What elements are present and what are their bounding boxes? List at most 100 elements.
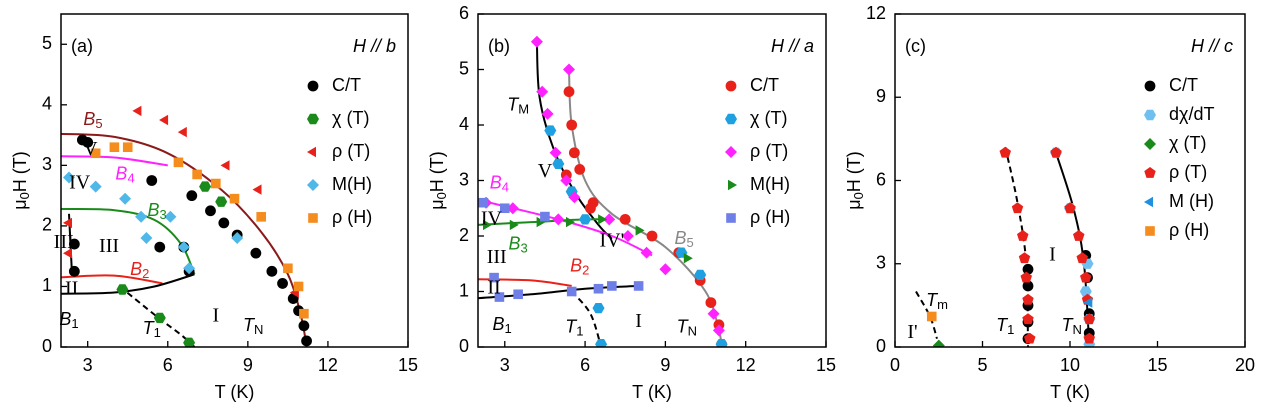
x-axis-label: T (K) bbox=[632, 382, 672, 402]
annotation-main: V bbox=[538, 160, 553, 182]
data-point bbox=[146, 175, 158, 186]
annotation-main: T bbox=[243, 315, 256, 335]
data-point bbox=[712, 324, 725, 337]
annotation-sub: 5 bbox=[95, 116, 102, 131]
data-point bbox=[574, 164, 586, 175]
x-tick-label: 12 bbox=[736, 355, 756, 375]
annotation-main: B bbox=[147, 200, 159, 220]
x-tick-label: 12 bbox=[318, 355, 338, 375]
data-point bbox=[90, 148, 101, 159]
annotation: B4 bbox=[490, 172, 509, 195]
legend-label: χ (T) bbox=[1169, 133, 1206, 153]
annotation-sub: 4 bbox=[502, 180, 509, 195]
data-point bbox=[1080, 271, 1092, 283]
annotation-main: II bbox=[487, 276, 500, 298]
data-point bbox=[140, 232, 153, 244]
data-point bbox=[552, 213, 565, 226]
x-tick-label: 15 bbox=[1147, 355, 1167, 375]
annotation: III bbox=[487, 246, 507, 268]
x-axis-label: T (K) bbox=[1050, 382, 1090, 402]
plot-area bbox=[61, 105, 312, 347]
annotation-main: III bbox=[54, 230, 74, 252]
legend-marker bbox=[1144, 109, 1156, 121]
annotation: II bbox=[487, 276, 500, 298]
legend-label: ρ (T) bbox=[750, 141, 788, 161]
annotation: V bbox=[538, 160, 553, 182]
data-point bbox=[173, 157, 184, 168]
data-point bbox=[563, 86, 575, 98]
x-tick-label: 10 bbox=[1060, 355, 1080, 375]
annotation: I' bbox=[907, 321, 917, 343]
y-tick-label: 0 bbox=[876, 336, 886, 356]
annotation: B4 bbox=[115, 163, 134, 186]
annotation: Tm bbox=[926, 290, 948, 313]
data-point bbox=[132, 105, 142, 117]
data-point bbox=[1020, 271, 1032, 283]
data-point bbox=[683, 253, 693, 264]
data-point bbox=[544, 125, 557, 136]
data-point bbox=[494, 292, 505, 302]
x-tick-label: 5 bbox=[977, 355, 987, 375]
data-point bbox=[177, 241, 190, 254]
data-point bbox=[183, 262, 196, 275]
annotation-sub: 1 bbox=[576, 324, 583, 339]
y-axis-label: μ0H (T) bbox=[427, 151, 450, 210]
data-point bbox=[566, 216, 575, 228]
annotation: IV' bbox=[599, 229, 624, 251]
x-tick-label: 20 bbox=[1235, 355, 1255, 375]
data-point bbox=[192, 169, 202, 180]
annotation-main: T bbox=[926, 290, 939, 310]
annotation: B1 bbox=[492, 314, 511, 337]
annotation-main: IV' bbox=[599, 229, 624, 251]
data-point bbox=[659, 263, 672, 276]
phase-boundary bbox=[61, 273, 195, 295]
annotation: III bbox=[99, 235, 119, 257]
legend-label: dχ/dT bbox=[1169, 104, 1214, 124]
data-point bbox=[250, 247, 262, 259]
legend-marker bbox=[307, 113, 319, 125]
annotation: TN bbox=[677, 316, 697, 339]
data-point bbox=[563, 63, 575, 76]
annotation: B5 bbox=[83, 109, 102, 132]
annotation: T1 bbox=[565, 316, 583, 339]
annotation-main: T bbox=[1062, 315, 1075, 335]
legend-marker bbox=[1144, 167, 1156, 178]
legend-label: M (H) bbox=[1169, 191, 1214, 211]
y-tick-label: 5 bbox=[42, 33, 52, 53]
annotation: TM bbox=[507, 94, 529, 117]
y-tick-label: 4 bbox=[459, 114, 469, 134]
y-tick-label: 2 bbox=[42, 215, 52, 235]
x-tick-label: 9 bbox=[660, 355, 670, 375]
y-axis-label-sub: 0 bbox=[434, 192, 449, 199]
annotation-sub: 1 bbox=[71, 316, 78, 331]
legend-label: ρ (H) bbox=[1169, 220, 1209, 240]
y-axis-label-after: H (T) bbox=[427, 151, 447, 192]
legend-marker bbox=[725, 113, 737, 125]
legend-label: ρ (H) bbox=[750, 207, 790, 227]
data-point bbox=[568, 147, 580, 159]
data-point bbox=[122, 142, 133, 152]
annotation-main: I bbox=[635, 310, 642, 332]
phase-boundary bbox=[119, 285, 196, 347]
legend-marker bbox=[726, 213, 736, 223]
annotation-main: T bbox=[677, 316, 690, 336]
data-point bbox=[82, 136, 94, 148]
annotation-sub: 3 bbox=[159, 207, 166, 222]
x-tick-label: 6 bbox=[163, 355, 173, 375]
annotation-main: T bbox=[565, 316, 578, 336]
data-point bbox=[506, 202, 519, 215]
legend-label: M(H) bbox=[332, 174, 372, 194]
y-tick-label: 9 bbox=[876, 86, 886, 106]
annotation: B5 bbox=[674, 228, 693, 251]
data-point bbox=[153, 312, 166, 324]
data-point bbox=[566, 119, 578, 131]
data-point bbox=[1017, 230, 1029, 241]
data-point bbox=[635, 225, 645, 236]
y-axis-label-after: H (T) bbox=[844, 151, 864, 192]
data-point bbox=[183, 337, 196, 347]
data-point bbox=[1083, 313, 1095, 325]
data-point bbox=[1050, 146, 1062, 158]
data-point bbox=[603, 213, 616, 226]
data-point bbox=[231, 232, 244, 244]
